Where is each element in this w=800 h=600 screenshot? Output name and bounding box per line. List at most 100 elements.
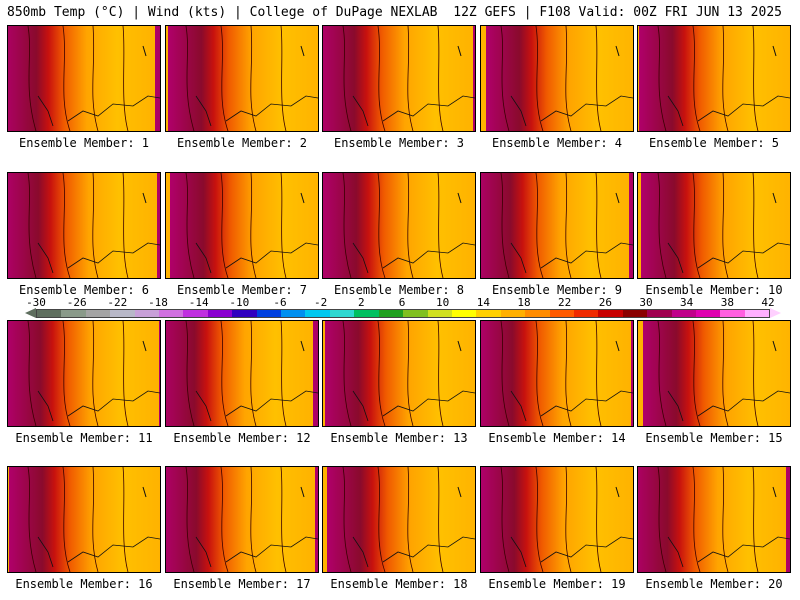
ensemble-member-label: Ensemble Member: 14 <box>488 431 626 445</box>
colorbar-swatch <box>378 310 404 317</box>
ensemble-map <box>480 320 634 427</box>
model-run-info: 12Z GEFS | F108 Valid: 00Z FRI JUN 13 20… <box>453 5 782 20</box>
colorbar-tick-label: 14 <box>476 296 490 309</box>
colorbar-tick-label: 2 <box>358 296 365 309</box>
ensemble-member-label: Ensemble Member: 11 <box>15 431 153 445</box>
map-overlay <box>657 26 790 131</box>
map-overlay <box>185 321 318 426</box>
ensemble-map <box>322 320 476 427</box>
colorbar-swatch <box>695 310 721 317</box>
map-overlay <box>342 321 475 426</box>
ensemble-member-label: Ensemble Member: 5 <box>648 136 780 150</box>
ensemble-map <box>165 466 319 573</box>
ensemble-member-label: Ensemble Member: 7 <box>176 283 308 297</box>
ensemble-panel: Ensemble Member: 7 <box>165 172 319 297</box>
colorbar-tick-label: 10 <box>436 296 450 309</box>
ensemble-panel: Ensemble Member: 12 <box>165 320 319 445</box>
colorbar-tick-label: 34 <box>680 296 694 309</box>
colorbar-swatch <box>403 310 428 317</box>
map-overlay <box>185 173 318 278</box>
colorbar-swatch <box>159 310 184 317</box>
colorbar-swatch <box>232 310 257 317</box>
colorbar-swatch <box>85 310 111 317</box>
ensemble-map <box>165 25 319 132</box>
colorbar-swatch <box>183 310 208 317</box>
ensemble-map <box>322 172 476 279</box>
colorbar-right-arrow <box>770 308 781 318</box>
colorbar-tick-label: -6 <box>273 296 287 309</box>
colorbar-swatch <box>37 310 62 317</box>
colorbar-tick-label: 6 <box>398 296 406 309</box>
colorbar-swatch <box>476 310 501 317</box>
map-overlay <box>500 26 633 131</box>
map-overlay <box>185 26 318 131</box>
colorbar-tick-label: -14 <box>188 296 209 309</box>
map-overlay <box>27 173 160 278</box>
ensemble-map <box>480 172 634 279</box>
ensemble-panel: Ensemble Member: 5 <box>637 25 791 150</box>
ensemble-panel: Ensemble Member: 14 <box>480 320 634 445</box>
map-overlay <box>27 467 160 572</box>
colorbar-tick-label: -10 <box>229 296 250 309</box>
colorbar-swatch <box>671 310 696 317</box>
ensemble-map <box>322 25 476 132</box>
ensemble-map <box>7 25 161 132</box>
ensemble-panel: Ensemble Member: 2 <box>165 25 319 150</box>
ensemble-member-label: Ensemble Member: 18 <box>330 577 468 591</box>
colorbar-swatch <box>525 310 550 317</box>
ensemble-panel: Ensemble Member: 8 <box>322 172 476 297</box>
colorbar-tick-label: -2 <box>314 296 328 309</box>
ensemble-map <box>637 320 791 427</box>
ensemble-panel: Ensemble Member: 16 <box>7 466 161 591</box>
ensemble-member-label: Ensemble Member: 16 <box>15 577 153 591</box>
ensemble-map <box>165 320 319 427</box>
colorbar-swatch <box>549 310 574 317</box>
colorbar-swatch <box>281 310 306 317</box>
colorbar-tick-label: -30 <box>26 296 46 309</box>
colorbar-swatch <box>622 310 648 317</box>
ensemble-panel: Ensemble Member: 20 <box>637 466 791 591</box>
colorbar-swatch <box>110 310 135 317</box>
map-overlay <box>342 26 475 131</box>
colorbar-swatch <box>451 310 477 317</box>
colorbar-swatch <box>744 310 770 317</box>
map-overlay <box>500 173 633 278</box>
ensemble-member-label: Ensemble Member: 15 <box>645 431 783 445</box>
ensemble-panel: Ensemble Member: 1 <box>7 25 161 150</box>
map-overlay <box>342 173 475 278</box>
colorbar-tick-label: -22 <box>107 296 128 309</box>
map-overlay <box>657 321 790 426</box>
colorbar-tick-label: -18 <box>148 296 168 309</box>
colorbar-tick-label: 22 <box>558 296 572 309</box>
ensemble-map <box>637 172 791 279</box>
colorbar-tick-label: 30 <box>639 296 653 309</box>
colorbar-swatch <box>134 310 160 317</box>
colorbar-swatch <box>305 310 330 317</box>
colorbar-swatch <box>427 310 452 317</box>
chart-title: 850mb Temp (°C) | Wind (kts) | College o… <box>7 5 438 20</box>
ensemble-map <box>322 466 476 573</box>
ensemble-panel: Ensemble Member: 15 <box>637 320 791 445</box>
ensemble-member-label: Ensemble Member: 17 <box>173 577 311 591</box>
map-overlay <box>500 467 633 572</box>
ensemble-panel: Ensemble Member: 10 <box>637 172 791 297</box>
map-overlay <box>657 173 790 278</box>
ensemble-member-label: Ensemble Member: 12 <box>173 431 311 445</box>
temperature-colorbar: -30 -26 -22 -18 -14 -10 -6 -2 2 6 10 14 18 22 26 30 34 38… <box>0 296 800 324</box>
ensemble-map <box>637 466 791 573</box>
map-overlay <box>185 467 318 572</box>
ensemble-member-label: Ensemble Member: 4 <box>491 136 623 150</box>
map-overlay <box>500 321 633 426</box>
colorbar-swatch <box>720 310 745 317</box>
map-overlay <box>657 467 790 572</box>
colorbar-swatch <box>500 310 526 317</box>
ensemble-map <box>7 172 161 279</box>
ensemble-map <box>7 466 161 573</box>
colorbar-tick-label: 26 <box>598 296 612 309</box>
colorbar-swatch <box>61 310 86 317</box>
colorbar-tick-label: 38 <box>720 296 734 309</box>
ensemble-panel: Ensemble Member: 4 <box>480 25 634 150</box>
colorbar-swatch <box>329 310 355 317</box>
colorbar-left-arrow <box>25 308 36 318</box>
colorbar-tick-label: -26 <box>66 296 87 309</box>
